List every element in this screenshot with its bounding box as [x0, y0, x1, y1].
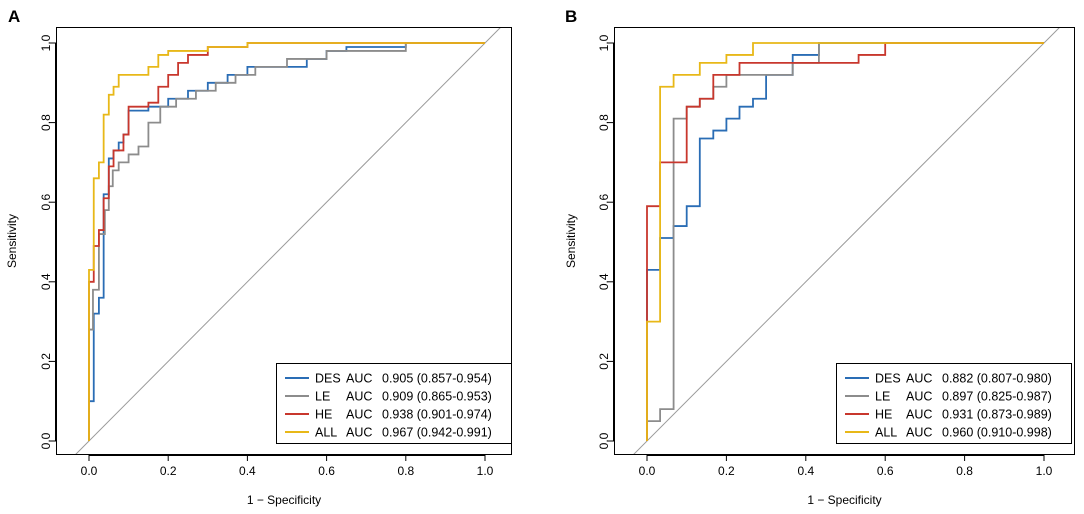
- legend-auc-value: 0.931 (0.873-0.989): [942, 407, 1052, 421]
- x-tick-label: 0.8: [956, 464, 973, 478]
- roc-line-he: [88, 42, 485, 441]
- x-tick-label: 0.8: [397, 464, 414, 478]
- legend-auc-value: 0.938 (0.901-0.974): [382, 407, 492, 421]
- legend-item-all: ALL AUC 0.967 (0.942-0.991): [285, 425, 492, 439]
- legend: DES AUC 0.905 (0.857-0.954) LE AUC 0.909 (0.8…: [276, 363, 512, 444]
- legend-auc-label: AUC: [906, 425, 932, 439]
- y-axis-label: Sensitivity: [564, 214, 578, 268]
- legend: DES AUC 0.882 (0.807-0.980) LE AUC 0.897 (0.8…: [836, 363, 1072, 444]
- panel-letter: A: [8, 7, 20, 26]
- x-tick-label: 0.0: [639, 464, 656, 478]
- legend-box: [836, 363, 1072, 444]
- legend-label: DES: [315, 371, 341, 385]
- legend-auc-value: 0.909 (0.865-0.953): [382, 389, 492, 403]
- legend-label: LE: [315, 389, 330, 403]
- y-tick-label: 0.6: [39, 194, 53, 211]
- legend-label: ALL: [315, 425, 337, 439]
- legend-auc-label: AUC: [906, 407, 932, 421]
- plot-frame: [614, 27, 1075, 455]
- legend-item-he: HE AUC 0.931 (0.873-0.989): [845, 407, 1052, 421]
- y-tick-label: 0.8: [39, 114, 53, 131]
- y-tick-label: 1.0: [39, 34, 53, 51]
- y-tick-label: 0.2: [39, 353, 53, 370]
- legend-box: [276, 363, 512, 444]
- legend-label: LE: [875, 389, 890, 403]
- y-tick-label: 0.4: [597, 273, 611, 290]
- y-tick-label: 1.0: [597, 34, 611, 51]
- legend-auc-value: 0.905 (0.857-0.954): [382, 371, 492, 385]
- panel-letter: B: [565, 7, 577, 26]
- plot-frame: [56, 27, 512, 455]
- x-tick-label: 0.6: [318, 464, 335, 478]
- roc-line-all: [646, 42, 1044, 441]
- roc-panel-B: B 0.0 0.2 0.4 0.6 0.8 1.0 0.0 0.2 0.4 0.6 0.8 1.0 1 −…: [564, 7, 1075, 507]
- y-tick-label: 0.0: [39, 432, 53, 449]
- legend-label: DES: [875, 371, 901, 385]
- legend-item-des: DES AUC 0.905 (0.857-0.954): [285, 371, 492, 385]
- x-axis-label: 1 − Specificity: [807, 493, 881, 507]
- y-tick-label: 0.0: [597, 432, 611, 449]
- legend-item-le: LE AUC 0.909 (0.865-0.953): [285, 389, 492, 403]
- y-tick-label: 0.8: [597, 114, 611, 131]
- roc-line-all: [88, 42, 485, 441]
- legend-auc-label: AUC: [346, 371, 372, 385]
- x-tick-label: 0.2: [718, 464, 735, 478]
- y-tick-label: 0.4: [39, 273, 53, 290]
- roc-panel-A: A 0.0 0.2 0.4 0.6 0.8 1.0 0.0 0.2 0.4 0.6 0.8 1.0 1 −…: [5, 7, 512, 507]
- y-tick-label: 0.2: [597, 353, 611, 370]
- legend-item-all: ALL AUC 0.960 (0.910-0.998): [845, 425, 1052, 439]
- x-axis-label: 1 − Specificity: [247, 493, 321, 507]
- legend-auc-label: AUC: [346, 425, 372, 439]
- legend-auc-value: 0.897 (0.825-0.987): [942, 389, 1052, 403]
- x-tick-label: 1.0: [477, 464, 494, 478]
- legend-item-he: HE AUC 0.938 (0.901-0.974): [285, 407, 492, 421]
- x-tick-label: 0.0: [81, 464, 98, 478]
- reference-diagonal: [632, 27, 1061, 455]
- legend-auc-label: AUC: [906, 371, 932, 385]
- x-tick-label: 0.6: [877, 464, 894, 478]
- y-axis-label: Sensitivity: [5, 214, 19, 268]
- legend-label: ALL: [875, 425, 897, 439]
- y-tick-label: 0.6: [597, 194, 611, 211]
- legend-item-le: LE AUC 0.897 (0.825-0.987): [845, 389, 1052, 403]
- legend-auc-value: 0.960 (0.910-0.998): [942, 425, 1052, 439]
- x-tick-label: 0.4: [239, 464, 256, 478]
- legend-auc-label: AUC: [346, 407, 372, 421]
- x-tick-label: 0.2: [160, 464, 177, 478]
- x-tick-label: 0.4: [797, 464, 814, 478]
- legend-auc-value: 0.967 (0.942-0.991): [382, 425, 492, 439]
- roc-line-le: [88, 42, 485, 441]
- legend-auc-value: 0.882 (0.807-0.980): [942, 371, 1052, 385]
- legend-auc-label: AUC: [346, 389, 372, 403]
- legend-item-des: DES AUC 0.882 (0.807-0.980): [845, 371, 1052, 385]
- legend-label: HE: [315, 407, 332, 421]
- x-tick-label: 1.0: [1036, 464, 1053, 478]
- reference-diagonal: [74, 27, 502, 455]
- legend-auc-label: AUC: [906, 389, 932, 403]
- legend-label: HE: [875, 407, 892, 421]
